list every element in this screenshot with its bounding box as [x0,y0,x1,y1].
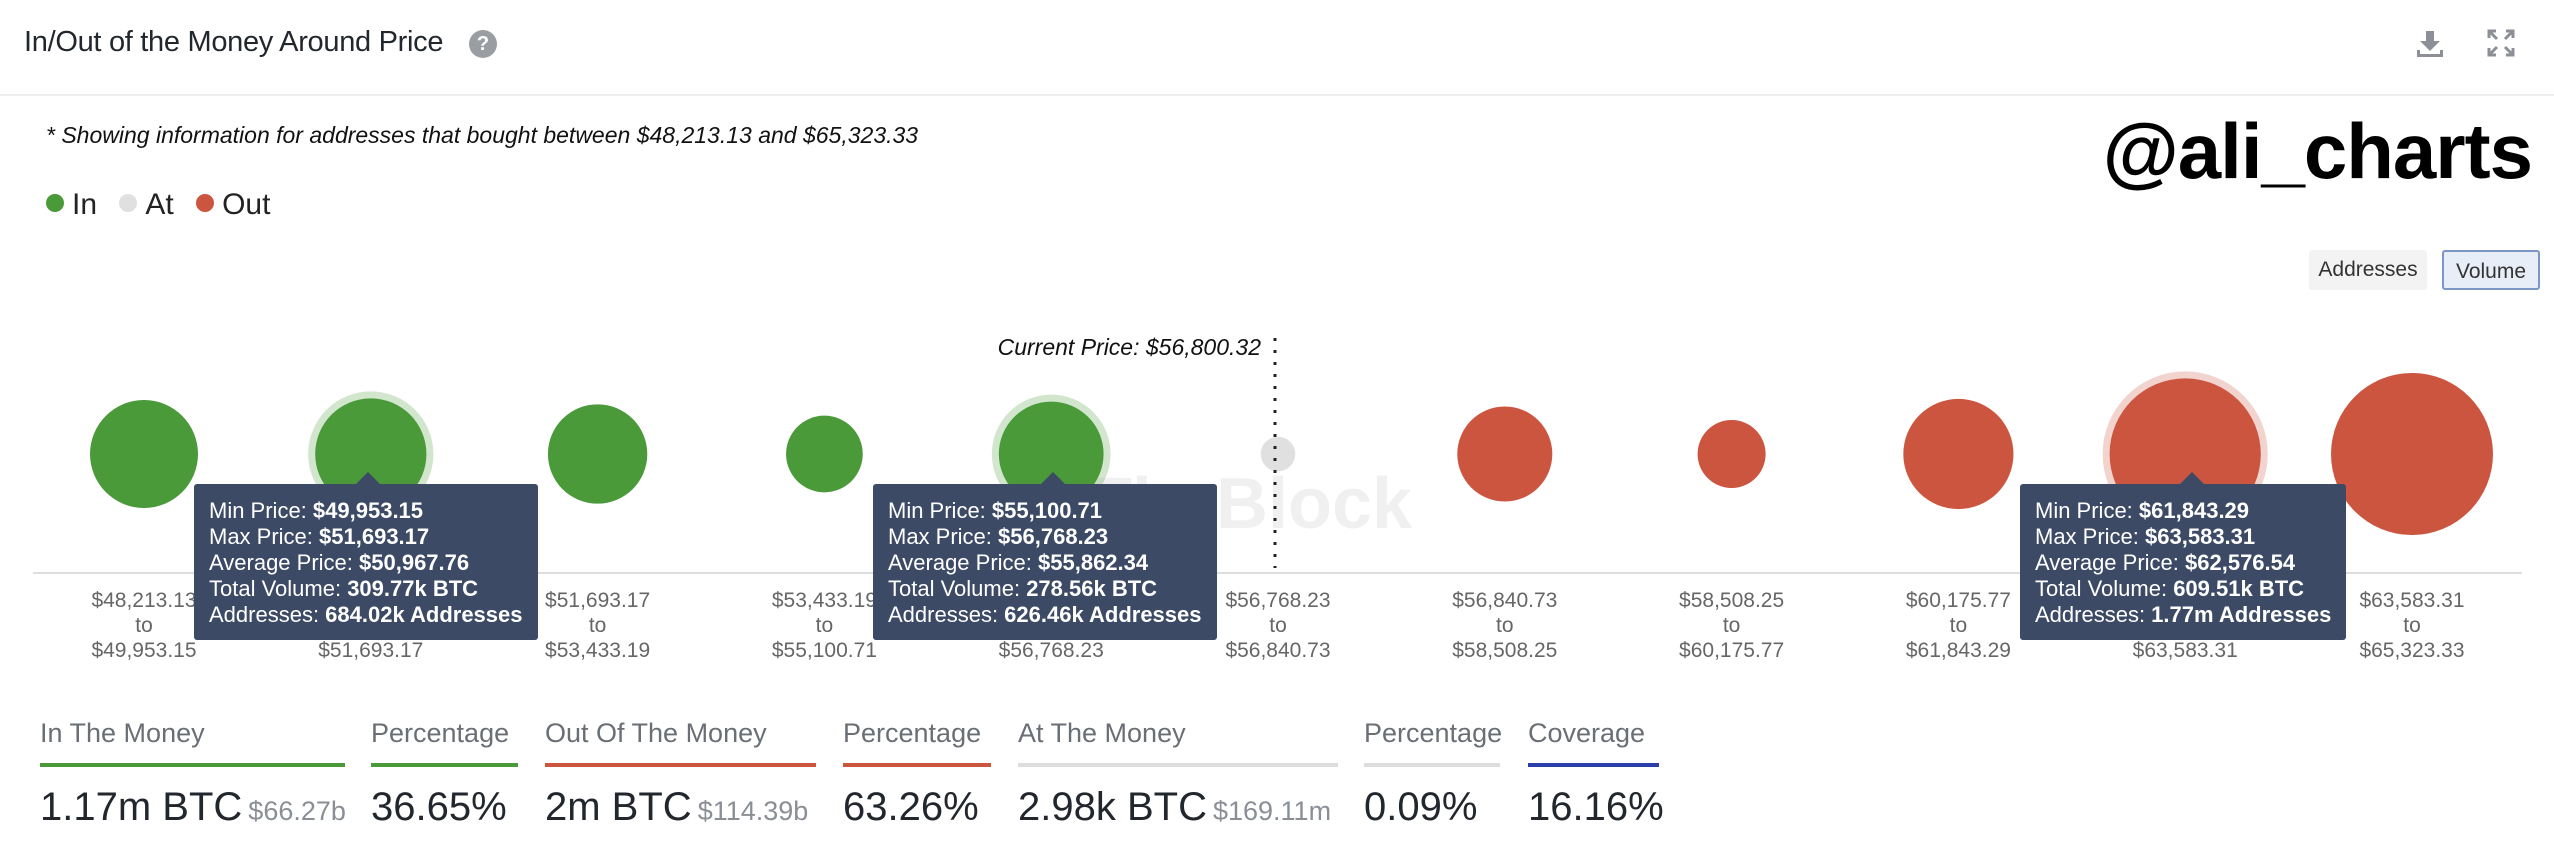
bubble-9 [1903,398,2014,510]
x-tick-label-9-1: $60,175.77 [1906,589,2011,612]
x-tick-label-2-3: $51,693.17 [318,639,423,662]
bubble-2 [315,398,427,510]
volume-toggle-button[interactable]: Volume [2442,250,2540,290]
chart-legend: In At Out [46,186,284,222]
stat-in-the-money: In The Money 1.17m BTC $66.27b [40,718,346,829]
stat-out-percentage: Percentage 63.26% [843,718,991,830]
x-tick-label-4-3: $55,100.71 [772,639,877,662]
x-tick-label-5-3: $56,768.23 [999,639,1104,662]
bubble-3 [547,404,648,504]
legend-item-out[interactable]: Out [196,187,270,222]
stat-coverage: Coverage 16.16% [1528,718,1664,829]
x-tick-label-9-3: $61,843.29 [1906,639,2011,662]
help-circle-icon[interactable]: ? [469,30,497,58]
watermark-handle: @ali_charts [2102,107,2533,195]
x-tick-label-3-3: $53,433.19 [545,639,650,662]
chart-title: In/Out of the Money Around Price [24,26,444,58]
legend-item-in[interactable]: In [46,187,97,222]
x-tick-label-11-3: $65,323.33 [2359,639,2464,662]
tooltip-bucket-5: Min Price: $55,100.71 Max Price: $56,768… [873,472,1217,640]
bubble-8 [1697,419,1766,489]
x-tick-label-7-2: to [1496,614,1514,637]
range-note: * Showing information for addresses that… [46,122,919,148]
x-tick-label-8-1: $58,508.25 [1679,589,1784,612]
bubble-4 [786,415,863,493]
tooltip-bucket-2: Min Price: $49,953.15 Max Price: $51,693… [194,472,538,640]
x-tick-label-9-2: to [1950,614,1968,637]
bubble-5 [998,401,1104,507]
legend-dot-at [119,193,138,212]
stat-out-of-the-money: Out Of The Money 2m BTC $114.39b [545,718,816,830]
addresses-toggle-button[interactable]: Addresses [2309,250,2427,290]
x-tick-label-8-2: to [1723,614,1741,637]
x-tick-label-6-2: to [1269,614,1287,637]
bubble-7 [1457,406,1553,502]
current-price-label: Current Price: $56,800.32 [998,334,1262,360]
chart-header: In/Out of the Money Around Price ? [0,0,2554,96]
legend-item-at[interactable]: At [119,187,174,222]
stat-at-the-money: At The Money 2.98k BTC $169.11m [1018,718,1338,830]
legend-dot-in [46,193,64,212]
x-tick-label-3-2: to [589,614,607,637]
x-tick-label-8-3: $60,175.77 [1679,639,1784,662]
expand-icon[interactable] [2486,28,2516,58]
download-icon[interactable] [2414,28,2446,60]
bubble-6 [1260,436,1296,472]
x-tick-label-11-1: $63,583.31 [2359,589,2464,612]
x-tick-label-7-3: $58,508.25 [1452,639,1557,662]
x-tick-label-4-1: $53,433.19 [772,589,877,612]
bubble-1 [90,400,198,508]
x-tick-label-1-1: $48,213.13 [91,589,196,612]
x-tick-label-3-1: $51,693.17 [545,589,650,612]
tooltip-bucket-10: Min Price: $61,843.29 Max Price: $63,583… [2020,472,2347,640]
x-tick-label-6-3: $56,840.73 [1225,639,1330,662]
x-tick-label-10-3: $63,583.31 [2133,639,2238,662]
x-tick-label-1-3: $49,953.15 [91,639,196,662]
bubble-11 [2331,373,2493,535]
stat-in-percentage: Percentage 36.65% [371,718,518,830]
x-tick-label-6-1: $56,768.23 [1225,589,1330,612]
x-tick-label-11-2: to [2403,614,2421,637]
x-tick-label-1-2: to [135,614,153,637]
stat-at-percentage: Percentage 0.09% [1364,718,1503,829]
x-tick-label-7-1: $56,840.73 [1452,589,1557,612]
x-tick-label-4-2: to [816,614,834,637]
legend-dot-out [196,193,215,212]
